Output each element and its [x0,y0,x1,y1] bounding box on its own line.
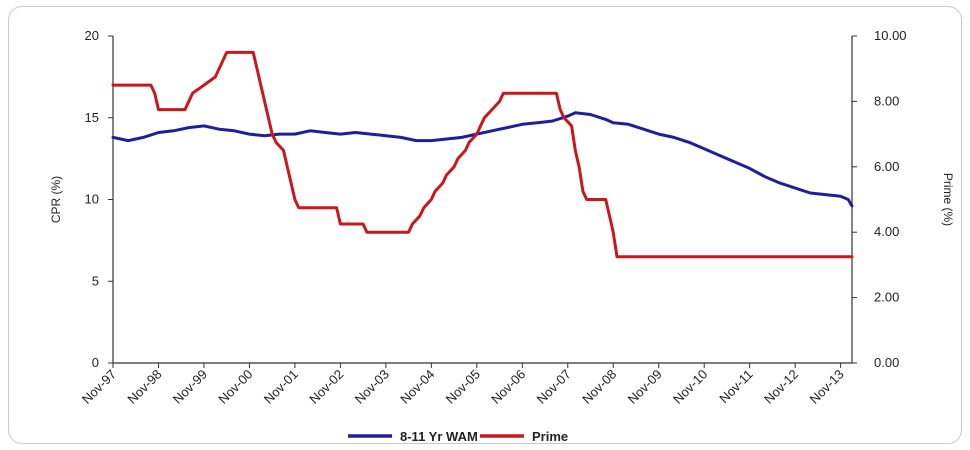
x-tick-label: Nov-99 [170,367,210,407]
left-tick-label: 0 [92,355,99,370]
right-tick-label: 2.00 [874,290,899,305]
labels-layer: CPR (%) Prime (%) [49,173,955,226]
x-tick-label: Nov-04 [397,367,437,407]
x-tick-label: Nov-03 [352,367,392,407]
right-tick-label: 6.00 [874,159,899,174]
x-tick-label: Nov-01 [261,367,301,407]
x-tick-label: Nov-06 [488,367,528,407]
chart-frame [8,6,962,444]
x-tick-label: Nov-13 [807,367,847,407]
right-tick-label: 8.00 [874,93,899,108]
x-tick-label: Nov-98 [124,367,164,407]
x-tick-label: Nov-05 [443,367,483,407]
legend-label-wam: 8-11 Yr WAM [400,429,478,444]
x-tick-label: Nov-07 [534,367,574,407]
x-tick-label: Nov-10 [670,367,710,407]
left-tick-label: 20 [85,28,99,43]
x-tick-label: Nov-00 [215,367,255,407]
left-tick-label: 10 [85,192,99,207]
right-tick-label: 4.00 [874,224,899,239]
x-tick-label: Nov-97 [79,367,119,407]
right-tick-label: 10.00 [874,28,907,43]
x-tick-label: Nov-02 [306,367,346,407]
x-tick-label: Nov-11 [716,367,756,407]
series-layer [111,50,854,259]
x-tick-label: Nov-12 [761,367,801,407]
x-tick-label: Nov-09 [625,367,665,407]
right-tick-label: 0.00 [874,355,899,370]
left-tick-label: 5 [92,273,99,288]
right-axis-title: Prime (%) [941,173,955,226]
series-line-prime [111,50,854,259]
legend-label-prime: Prime [532,429,568,444]
left-axis-title: CPR (%) [49,176,63,223]
series-line-wam [111,111,854,208]
left-tick-label: 15 [85,110,99,125]
chart-legend: 8-11 Yr WAM Prime [348,429,568,444]
x-tick-label: Nov-08 [579,367,619,407]
